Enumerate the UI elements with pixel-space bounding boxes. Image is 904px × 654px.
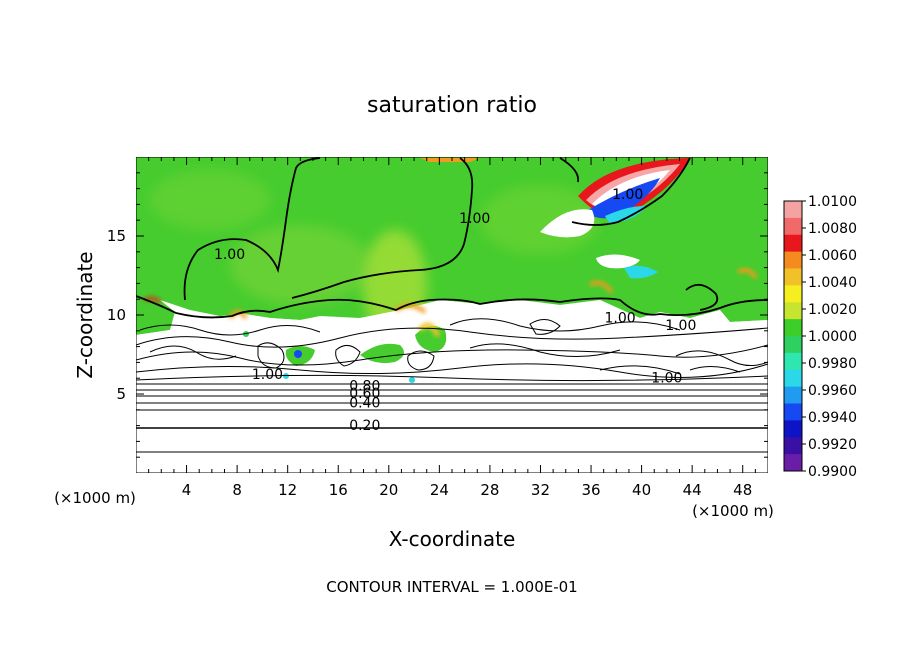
colorbar-label: 0.9960 bbox=[808, 383, 857, 399]
contour-label: 1.00 bbox=[612, 187, 643, 203]
colorbar-label: 1.0040 bbox=[808, 275, 857, 291]
x-unit-left: (×1000 m) bbox=[54, 489, 136, 507]
cloud-band-contours bbox=[139, 318, 768, 375]
contour-label: 1.00 bbox=[665, 318, 696, 334]
contour-interval-note: CONTOUR INTERVAL = 1.000E-01 bbox=[326, 578, 577, 596]
colorbar-label: 0.9980 bbox=[808, 356, 857, 372]
colorbar-segment bbox=[784, 268, 802, 286]
x-tick-label: 12 bbox=[278, 481, 297, 499]
colorbar-segment bbox=[784, 352, 802, 371]
x-unit-right: (×1000 m) bbox=[692, 502, 774, 520]
contour-label: 1.00 bbox=[214, 247, 245, 263]
colorbar-segment bbox=[784, 454, 802, 472]
colorbar-label: 0.9940 bbox=[808, 410, 857, 426]
colorbar-segment bbox=[784, 319, 802, 337]
colorbar-segment bbox=[784, 234, 802, 253]
subsaturated-region bbox=[136, 300, 768, 473]
x-tick-label: 20 bbox=[379, 481, 398, 499]
colorbar-label: 1.0000 bbox=[808, 329, 857, 345]
contour-label: 1.00 bbox=[651, 370, 682, 386]
x-tick-label: 44 bbox=[683, 481, 702, 499]
x-tick-label: 40 bbox=[632, 481, 651, 499]
x-tick-label: 4 bbox=[182, 481, 192, 499]
y-tick-label: 5 bbox=[116, 385, 126, 403]
colorbar-label: 1.0080 bbox=[808, 221, 857, 237]
contour-label: 1.00 bbox=[605, 310, 636, 326]
colorbar-label: 0.9900 bbox=[808, 464, 857, 480]
x-tick-label: 8 bbox=[232, 481, 242, 499]
colorbar-segment bbox=[784, 336, 802, 354]
plot-field bbox=[136, 157, 768, 473]
colorbar-segment bbox=[784, 437, 802, 455]
colorbar-segment bbox=[784, 386, 802, 404]
colorbar-segment bbox=[784, 201, 802, 219]
x-axis: 4 8 12 16 20 24 28 32 36 40 44 48 bbox=[148, 157, 756, 499]
colorbar-segment bbox=[784, 285, 802, 303]
contour-label: 1.00 bbox=[252, 367, 283, 383]
colorbar-label: 0.9920 bbox=[808, 437, 857, 453]
colorbar-segment bbox=[784, 420, 802, 438]
x-tick-label: 24 bbox=[430, 481, 449, 499]
x-tick-label: 32 bbox=[531, 481, 550, 499]
colorbar-label: 1.0060 bbox=[808, 248, 857, 264]
y-axis: 5 10 15 bbox=[107, 172, 768, 458]
x-tick-label: 36 bbox=[581, 481, 600, 499]
contour-labels: 1.00 1.00 1.00 1.00 1.00 1.00 1.00 0.800.600.40… bbox=[214, 187, 696, 434]
colorbar-segment bbox=[784, 403, 802, 421]
stable-layer-contours bbox=[136, 327, 768, 453]
x-axis-label: X-coordinate bbox=[389, 527, 516, 551]
x-tick-label: 28 bbox=[480, 481, 499, 499]
y-tick-label: 15 bbox=[107, 227, 126, 245]
colorbar-segment bbox=[784, 369, 802, 388]
upper-right-feature bbox=[420, 158, 690, 279]
saturation-contour bbox=[136, 157, 768, 319]
colorbar-label: 1.0020 bbox=[808, 302, 857, 318]
colorbar-label: 1.0100 bbox=[808, 194, 857, 210]
y-tick-label: 10 bbox=[107, 306, 126, 324]
contour-label: 0.80 bbox=[349, 378, 380, 394]
contour-label: 0.40 bbox=[349, 396, 380, 412]
colorbar-segment bbox=[784, 302, 802, 320]
colorbar-segment bbox=[784, 217, 802, 236]
contour-label: 0.20 bbox=[349, 418, 380, 434]
contour-label: 0.60 bbox=[349, 386, 380, 402]
contour-label: 1.00 bbox=[459, 211, 490, 227]
chart-title: saturation ratio bbox=[367, 93, 537, 118]
y-axis-label: Z-coordinate bbox=[73, 251, 97, 378]
plume-highlights bbox=[150, 170, 600, 340]
x-tick-label: 16 bbox=[329, 481, 348, 499]
colorbar: 1.0100 1.0080 1.0060 1.0040 1.0020 1.0000 0.99… bbox=[783, 194, 857, 480]
x-tick-label: 48 bbox=[733, 481, 752, 499]
colorbar-segment bbox=[784, 251, 802, 269]
